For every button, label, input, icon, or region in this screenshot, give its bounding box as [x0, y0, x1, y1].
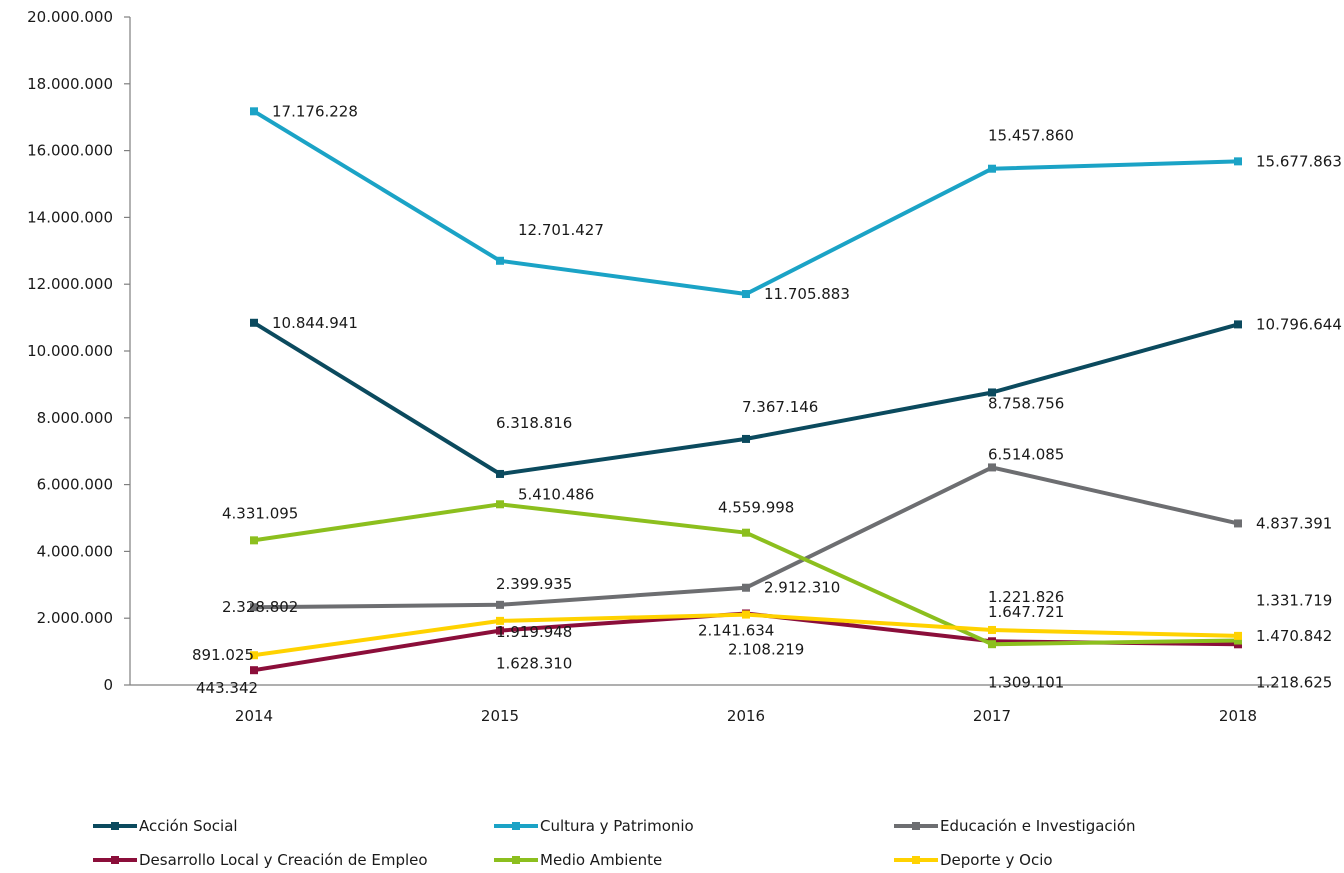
data-point — [250, 666, 258, 675]
data-point — [1234, 519, 1242, 528]
legend-swatch-marker — [912, 856, 920, 864]
y-tick-label: 8.000.000 — [37, 409, 113, 427]
data-point — [496, 256, 504, 265]
data-label: 1.221.826 — [988, 588, 1064, 606]
legend-label: Cultura y Patrimonio — [540, 817, 694, 835]
data-label: 2.912.310 — [764, 579, 840, 597]
x-axis-ticks: 2014 2015 2016 2017 2018 — [235, 707, 1257, 725]
data-point — [988, 388, 996, 397]
data-label: 1.919.948 — [496, 623, 572, 641]
data-label: 1.218.625 — [1256, 673, 1332, 691]
y-tick-label: 18.000.000 — [27, 75, 113, 93]
y-tick-label: 14.000.000 — [27, 208, 113, 226]
legend-swatch-marker — [111, 822, 119, 830]
data-label: 443.342 — [196, 679, 258, 697]
x-tick-label: 2018 — [1219, 707, 1257, 725]
legend-label: Educación e Investigación — [940, 817, 1136, 835]
series-line — [252, 109, 1240, 296]
data-label: 11.705.883 — [764, 285, 850, 303]
data-label: 1.331.719 — [1256, 592, 1332, 610]
data-label: 10.796.644 — [1256, 315, 1342, 333]
data-label: 10.844.941 — [272, 314, 358, 332]
data-label: 8.758.756 — [988, 394, 1064, 412]
data-label: 4.331.095 — [222, 504, 298, 522]
data-label: 6.514.085 — [988, 445, 1064, 463]
data-point — [250, 651, 258, 660]
data-point — [496, 469, 504, 478]
data-label: 17.176.228 — [272, 102, 358, 120]
data-point — [742, 290, 750, 299]
x-tick-label: 2017 — [973, 707, 1011, 725]
data-label: 15.677.863 — [1256, 152, 1342, 170]
legend-label: Desarrollo Local y Creación de Empleo — [139, 851, 428, 869]
y-axis-ticks: 0 2.000.000 4.000.000 6.000.000 8.000.000 10.… — [27, 8, 130, 694]
legend-label: Medio Ambiente — [540, 851, 662, 869]
data-point — [1234, 320, 1242, 329]
data-point — [988, 164, 996, 173]
x-tick-label: 2016 — [727, 707, 765, 725]
data-label: 2.108.219 — [728, 641, 804, 659]
data-point — [1234, 636, 1242, 645]
data-label: 6.318.816 — [496, 414, 572, 432]
series-lines — [250, 107, 1242, 675]
data-point — [250, 536, 258, 545]
data-label: 2.328.802 — [222, 598, 298, 616]
y-tick-label: 10.000.000 — [27, 342, 113, 360]
y-tick-label: 0 — [103, 676, 113, 694]
data-point — [1234, 157, 1242, 166]
data-label: 5.410.486 — [518, 485, 594, 503]
data-label: 4.837.391 — [1256, 514, 1332, 532]
data-label: 1.470.842 — [1256, 627, 1332, 645]
x-tick-label: 2015 — [481, 707, 519, 725]
data-point — [988, 625, 996, 634]
data-point — [496, 616, 504, 625]
data-point — [742, 434, 750, 443]
data-labels: 10.844.941 6.318.816 7.367.146 8.758.756 10.… — [192, 102, 1342, 697]
data-label: 7.367.146 — [742, 398, 818, 416]
y-tick-label: 2.000.000 — [37, 609, 113, 627]
y-tick-label: 20.000.000 — [27, 8, 113, 26]
legend-swatch-marker — [111, 856, 119, 864]
data-point — [250, 318, 258, 327]
legend-swatch-marker — [912, 822, 920, 830]
data-point — [742, 610, 750, 619]
data-label: 891.025 — [192, 646, 254, 664]
data-point — [250, 603, 258, 612]
data-point — [742, 583, 750, 592]
y-tick-label: 4.000.000 — [37, 542, 113, 560]
y-tick-label: 16.000.000 — [27, 142, 113, 160]
legend-swatch-marker — [512, 822, 520, 830]
legend-label: Deporte y Ocio — [940, 851, 1053, 869]
data-point — [250, 107, 258, 116]
data-point — [988, 640, 996, 649]
data-label: 1.647.721 — [988, 603, 1064, 621]
legend: Acción Social Cultura y Patrimonio Educaci… — [93, 817, 1136, 869]
data-point — [742, 528, 750, 537]
data-label: 2.399.935 — [496, 575, 572, 593]
legend-swatch-marker — [512, 856, 520, 864]
data-point — [496, 626, 504, 635]
x-tick-label: 2014 — [235, 707, 273, 725]
data-point — [496, 600, 504, 609]
data-label: 1.628.310 — [496, 655, 572, 673]
data-label: 15.457.860 — [988, 127, 1074, 145]
data-label: 12.701.427 — [518, 221, 604, 239]
data-point — [496, 500, 504, 509]
data-point — [988, 463, 996, 472]
data-label: 2.141.634 — [698, 621, 774, 639]
y-tick-label: 12.000.000 — [27, 275, 113, 293]
legend-label: Acción Social — [139, 817, 238, 835]
y-tick-label: 6.000.000 — [37, 476, 113, 494]
data-label: 1.309.101 — [988, 673, 1064, 691]
data-label: 4.559.998 — [718, 499, 794, 517]
data-point — [1234, 631, 1242, 640]
